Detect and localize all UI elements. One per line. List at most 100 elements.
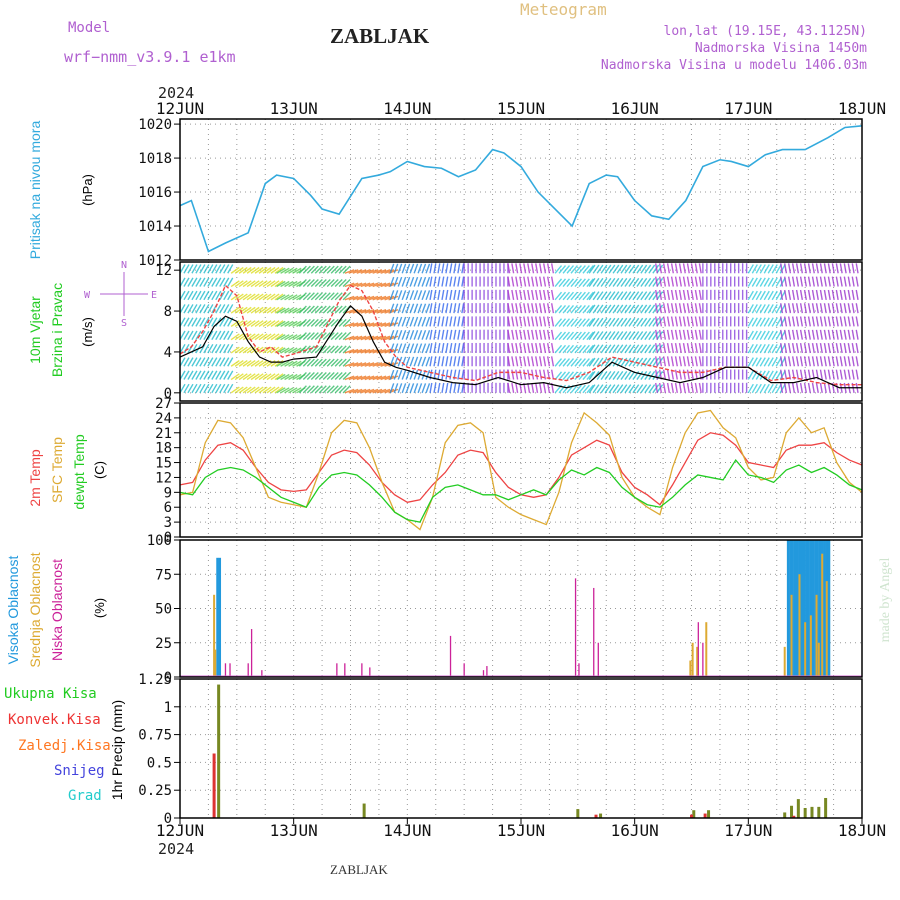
wind-barb [600, 317, 608, 327]
wind-barb [652, 331, 660, 341]
wind-barb [234, 293, 244, 301]
wind-barb [531, 382, 535, 393]
wind-barb [835, 369, 839, 380]
wind-barb [429, 356, 433, 367]
cloud-bar-low [369, 667, 371, 677]
wind-barb [405, 263, 411, 274]
wind-barb [519, 316, 523, 327]
wind-barb [636, 277, 644, 287]
wind-barb [682, 342, 686, 354]
wind-barb [280, 334, 290, 341]
wind-barb [666, 289, 671, 300]
wind-barb [322, 305, 331, 314]
wind-barb [666, 356, 671, 367]
wind-barb [763, 330, 770, 341]
wind-barb [543, 329, 547, 340]
wind-barb [674, 263, 678, 274]
wind-barb [535, 369, 539, 380]
wind-barb [654, 263, 659, 274]
wind-barb [326, 278, 335, 288]
wind-barb [433, 303, 437, 314]
cloud-axis-title-mid: Srednja Oblacnost [27, 552, 43, 667]
wind-barb [658, 303, 663, 314]
wind-barb [223, 343, 230, 354]
wind-barb [207, 343, 214, 354]
wind-barb [811, 356, 815, 367]
wind-barb [360, 375, 371, 381]
wind-barb [380, 282, 391, 288]
wind-barb [527, 263, 531, 274]
wind-barb [230, 359, 240, 367]
wind-barb [227, 343, 234, 354]
wind-barb [338, 318, 347, 327]
wind-barb [183, 383, 190, 394]
wind-barb [298, 278, 307, 288]
wind-barb [242, 266, 252, 274]
wind-barb [203, 383, 210, 394]
wind-barb [457, 329, 461, 340]
wind-barb [344, 309, 355, 314]
wind-barb [831, 369, 835, 380]
wind-barb [550, 356, 555, 367]
wind-barb [507, 342, 511, 354]
wind-barb [690, 316, 694, 327]
wind-barb [582, 265, 590, 274]
wind-barb [515, 356, 519, 367]
wind-barb [352, 375, 363, 381]
wind-barb [457, 369, 461, 380]
wind-barb [405, 383, 411, 394]
wind-barb [566, 265, 574, 274]
wind-barb [393, 383, 399, 394]
wind-barb [250, 333, 260, 341]
wind-barb [360, 282, 371, 288]
wind-barb [364, 295, 375, 301]
wind-barb [759, 370, 766, 380]
wind-barb [644, 357, 652, 367]
wind-barb [352, 295, 363, 301]
wind-barb [203, 304, 210, 314]
wind-axis-title-1: 10m Vjetar [27, 296, 43, 364]
wind-barb [698, 303, 702, 314]
wind-barb [747, 290, 754, 301]
wind-barb [417, 356, 423, 367]
wind-barb [298, 318, 307, 327]
wind-barb [640, 277, 648, 287]
wind-barb [203, 317, 210, 327]
wind-barb [352, 335, 363, 341]
wind-barb [318, 371, 327, 381]
wind-barb [409, 330, 415, 340]
wind-barb [280, 360, 290, 367]
wind-barb [851, 289, 855, 300]
wind-barb [620, 344, 628, 354]
wind-barb [586, 384, 594, 394]
wind-barb [775, 290, 782, 301]
wind-barb [582, 384, 590, 394]
wind-barb [298, 358, 307, 367]
precip-bar-conv [212, 753, 216, 818]
wind-barb [843, 369, 847, 380]
wind-barb [612, 344, 620, 354]
wind-barb [755, 357, 762, 367]
wind-barb [558, 278, 567, 287]
wind-barb [322, 358, 331, 367]
wind-barb [839, 342, 843, 354]
x-tick-label-bottom: 14JUN [383, 821, 431, 840]
wind-barb [352, 322, 363, 328]
temp-unit: (C) [92, 461, 107, 479]
wind-barb [815, 263, 819, 274]
wind-barb [632, 384, 640, 394]
wind-barb [811, 316, 815, 327]
wind-barb [779, 383, 786, 394]
wind-barb [274, 373, 284, 381]
wind-barb [670, 382, 675, 393]
wind-barb [654, 382, 659, 393]
wind-barb [851, 263, 855, 274]
wind-barb [334, 332, 343, 341]
model-elevation: Nadmorska Visina u modelu 1406.03m [600, 58, 867, 73]
wind-barb [604, 291, 612, 301]
wind-barb [344, 282, 355, 288]
cloud-bar-low [574, 578, 577, 677]
wind-barb [187, 264, 194, 274]
wind-barb [393, 316, 399, 327]
wind-barb [515, 382, 519, 393]
